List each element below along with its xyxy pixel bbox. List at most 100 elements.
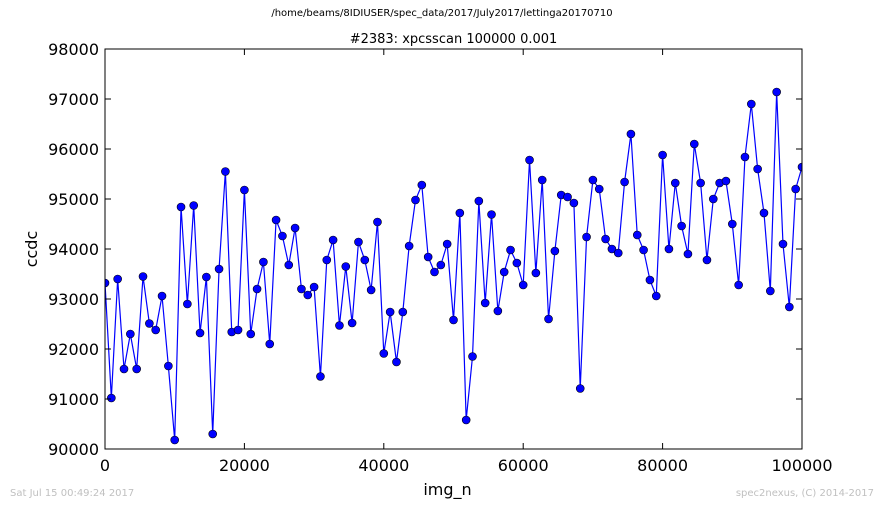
data-point — [518, 280, 528, 290]
data-point — [708, 194, 718, 204]
data-point — [252, 284, 262, 294]
timestamp: Sat Jul 15 00:49:24 2017 — [10, 488, 135, 499]
y-tick-label: 91000 — [48, 390, 99, 409]
data-point — [335, 321, 344, 330]
data-point — [316, 372, 325, 381]
data-point — [632, 230, 642, 240]
data-point — [373, 217, 382, 227]
data-point — [126, 329, 135, 339]
y-tick-label: 93000 — [48, 290, 99, 309]
data-point — [398, 307, 408, 317]
data-point — [639, 245, 648, 255]
data-point — [658, 150, 667, 160]
data-point — [487, 210, 496, 219]
y-tick-label: 90000 — [48, 440, 99, 459]
data-point — [664, 244, 674, 254]
data-point — [468, 352, 477, 361]
data-point — [411, 195, 420, 205]
data-point — [107, 393, 116, 403]
data-point — [702, 255, 712, 265]
y-axis-label: ccdc — [22, 231, 41, 268]
data-point — [747, 99, 756, 109]
data-point — [303, 290, 313, 300]
data-point — [772, 87, 781, 97]
data-point — [246, 329, 256, 339]
data-point — [271, 215, 281, 225]
data-point — [449, 315, 458, 325]
x-tick-label: 20000 — [219, 456, 270, 475]
data-point — [259, 257, 268, 267]
data-point — [785, 302, 794, 312]
data-point — [157, 291, 167, 301]
data-point — [569, 198, 579, 208]
y-tick-label: 94000 — [48, 240, 99, 259]
data-point — [176, 202, 186, 212]
data-point — [341, 262, 351, 271]
data-point — [512, 258, 522, 268]
data-point — [677, 221, 686, 231]
y-tick-label: 92000 — [48, 340, 99, 359]
data-point — [683, 249, 693, 259]
credit: spec2nexus, (C) 2014-2017 — [735, 488, 874, 499]
data-point — [601, 234, 610, 244]
data-point — [132, 364, 141, 374]
data-point — [366, 285, 376, 295]
data-point — [797, 162, 802, 172]
data-point — [297, 284, 306, 294]
data-point — [164, 361, 173, 371]
data-point — [506, 245, 515, 255]
x-tick-label: 40000 — [358, 456, 409, 475]
data-point — [721, 176, 731, 186]
data-point — [170, 435, 179, 445]
data-point — [499, 267, 509, 277]
data-point — [645, 275, 655, 285]
data-point — [620, 177, 629, 187]
x-tick-label: 0 — [100, 456, 110, 475]
data-point — [347, 318, 357, 328]
data-point — [328, 235, 338, 245]
data-point — [214, 264, 224, 274]
data-point — [240, 185, 249, 195]
data-point — [689, 139, 699, 149]
data-point — [791, 184, 800, 194]
data-point — [417, 180, 427, 190]
data-point — [607, 244, 617, 254]
plot-frame — [104, 48, 803, 450]
data-point — [436, 260, 446, 270]
x-tick-label: 100000 — [771, 456, 832, 475]
data-point — [759, 208, 769, 218]
data-point — [550, 246, 560, 256]
data-point — [195, 328, 205, 338]
chart-title: #2383: xpcsscan 100000 0.001 — [350, 32, 558, 47]
data-point — [221, 167, 230, 176]
data-point — [575, 384, 585, 393]
data-point — [278, 231, 287, 241]
data-point — [493, 306, 503, 316]
data-point — [290, 223, 300, 233]
data-point — [766, 286, 775, 296]
data-point — [322, 255, 332, 265]
data-point — [360, 255, 370, 265]
data-point — [696, 178, 705, 188]
y-tick-label: 95000 — [48, 190, 99, 209]
data-point — [392, 357, 401, 367]
x-tick-label: 80000 — [637, 456, 688, 475]
data-point — [651, 291, 661, 301]
data-point — [105, 278, 110, 288]
data-point — [151, 325, 160, 335]
data-point — [613, 248, 623, 258]
data-point — [740, 152, 750, 162]
data-point — [455, 208, 465, 218]
data-point — [430, 267, 439, 277]
data-point — [753, 164, 762, 174]
data-point — [183, 299, 192, 309]
data-point — [423, 252, 433, 262]
data-point — [138, 272, 148, 281]
x-tick-label: 60000 — [498, 456, 549, 475]
data-point — [379, 349, 389, 358]
data-point — [202, 272, 211, 282]
data-point — [354, 237, 363, 247]
data-point — [265, 339, 275, 349]
data-point — [525, 155, 534, 165]
data-point — [385, 307, 395, 317]
